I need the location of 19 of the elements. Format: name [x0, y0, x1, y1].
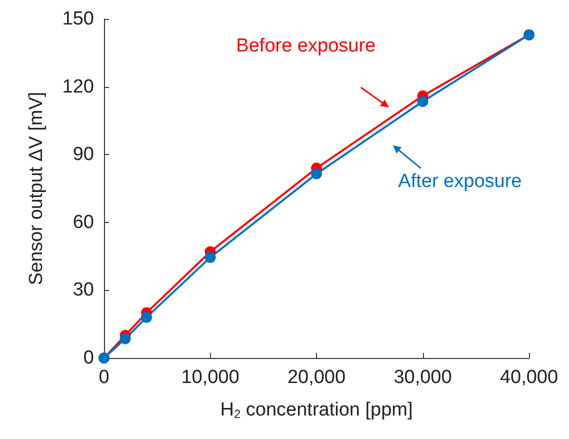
x-tick-label: 10,000 [181, 367, 240, 388]
text: Before exposure [236, 36, 376, 57]
y-tick-label: 150 [62, 8, 94, 30]
point [311, 168, 322, 180]
x-tick-label: 0 [98, 367, 110, 388]
point [120, 333, 131, 344]
x-tick-label: 30,000 [394, 367, 452, 388]
point [204, 252, 216, 263]
y-tick-label: 30 [72, 280, 94, 301]
x-tick-label: 20,000 [287, 367, 346, 388]
point [141, 312, 152, 323]
y-tick-label: 90 [72, 144, 94, 166]
y-tick-label: 0 [83, 348, 94, 368]
legend-label: After exposure [398, 171, 522, 192]
y-axis-title: Sensor output ΔV [mV] [26, 92, 47, 286]
y-tick-label: 60 [72, 212, 94, 233]
point [417, 96, 428, 107]
y-tick-label: 120 [62, 76, 94, 98]
x-tick-label: 40,000 [500, 367, 558, 388]
